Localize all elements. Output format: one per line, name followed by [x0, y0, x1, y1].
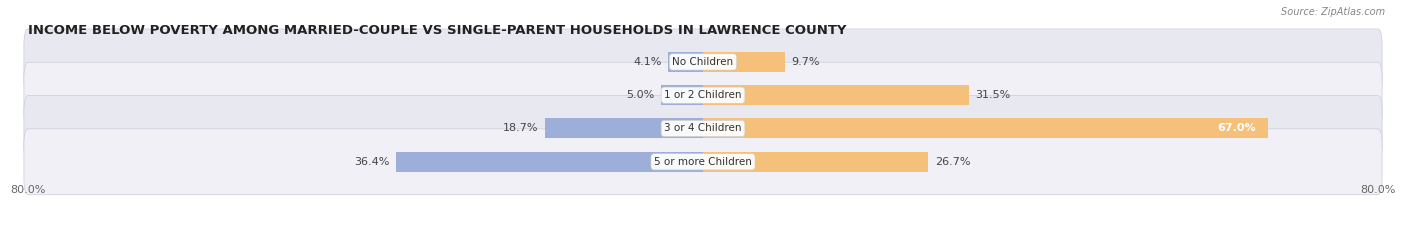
Text: 4.1%: 4.1% [633, 57, 662, 67]
Legend: Married Couples, Single Parents: Married Couples, Single Parents [582, 229, 824, 233]
Bar [703, 52, 785, 72]
Text: 67.0%: 67.0% [1218, 123, 1256, 134]
Bar [703, 85, 969, 105]
Bar [703, 119, 1268, 138]
FancyBboxPatch shape [24, 96, 1382, 161]
Bar [546, 119, 703, 138]
Bar [703, 152, 928, 172]
Text: 9.7%: 9.7% [792, 57, 820, 67]
Text: 36.4%: 36.4% [354, 157, 389, 167]
Text: INCOME BELOW POVERTY AMONG MARRIED-COUPLE VS SINGLE-PARENT HOUSEHOLDS IN LAWRENC: INCOME BELOW POVERTY AMONG MARRIED-COUPL… [28, 24, 846, 37]
Text: 26.7%: 26.7% [935, 157, 970, 167]
Text: 5.0%: 5.0% [626, 90, 654, 100]
FancyBboxPatch shape [24, 62, 1382, 128]
Text: 1 or 2 Children: 1 or 2 Children [664, 90, 742, 100]
Bar [396, 152, 703, 172]
FancyBboxPatch shape [24, 29, 1382, 95]
Text: No Children: No Children [672, 57, 734, 67]
Text: 3 or 4 Children: 3 or 4 Children [664, 123, 742, 134]
FancyBboxPatch shape [24, 129, 1382, 195]
Text: 18.7%: 18.7% [503, 123, 538, 134]
Bar [661, 85, 703, 105]
Text: Source: ZipAtlas.com: Source: ZipAtlas.com [1281, 7, 1385, 17]
Text: 31.5%: 31.5% [976, 90, 1011, 100]
Bar [668, 52, 703, 72]
Text: 5 or more Children: 5 or more Children [654, 157, 752, 167]
